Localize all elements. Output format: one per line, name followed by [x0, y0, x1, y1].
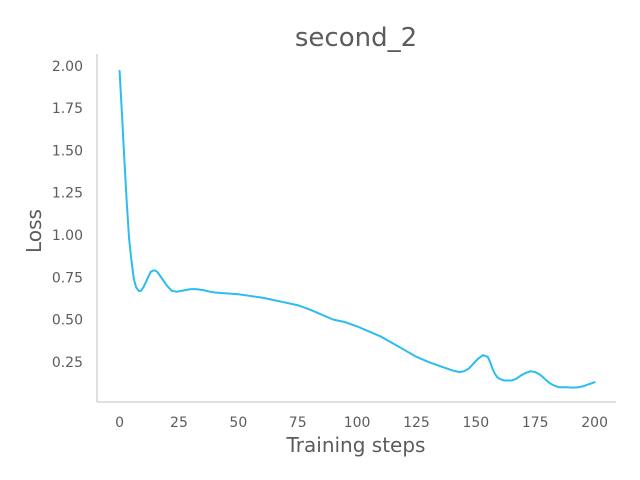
x-tick-label: 50 [229, 415, 247, 431]
x-tick-label: 200 [581, 415, 608, 431]
y-tick-label: 1.50 [52, 143, 83, 159]
y-tick-label: 0.75 [52, 270, 83, 286]
x-tick-label: 75 [289, 415, 307, 431]
x-tick-label: 125 [403, 415, 430, 431]
x-tick-labels: 0 25 50 75 100 125 150 175 200 [115, 415, 608, 431]
y-tick-label: 1.00 [52, 228, 83, 244]
y-tick-label: 2.00 [52, 59, 83, 75]
x-axis-label: Training steps [286, 433, 426, 457]
x-tick-label: 100 [344, 415, 371, 431]
chart-title: second_2 [295, 23, 417, 53]
x-tick-label: 150 [462, 415, 489, 431]
y-axis-label: Loss [22, 209, 46, 253]
x-tick-label: 0 [115, 415, 124, 431]
y-tick-label: 1.75 [52, 101, 83, 117]
y-tick-label: 0.25 [52, 355, 83, 371]
y-tick-labels: 0.25 0.50 0.75 1.00 1.25 1.50 1.75 2.00 [52, 59, 83, 371]
series-line-0 [118, 69, 596, 389]
x-tick-label: 25 [170, 415, 188, 431]
y-tick-label: 0.50 [52, 313, 83, 329]
series-layer [118, 69, 596, 389]
x-tick-label: 175 [522, 415, 549, 431]
y-tick-label: 1.25 [52, 186, 83, 202]
